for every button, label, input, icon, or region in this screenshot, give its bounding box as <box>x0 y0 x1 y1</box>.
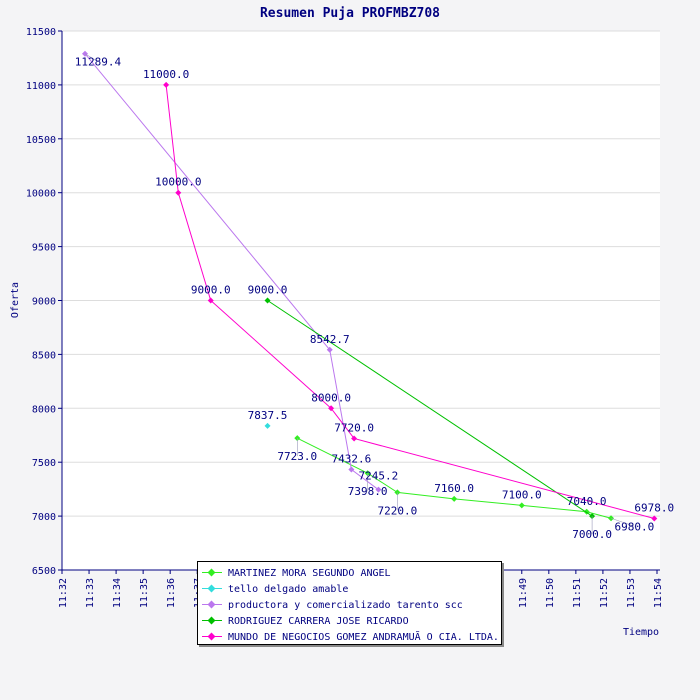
data-label: 7398.0 <box>348 485 388 498</box>
data-label: 7000.0 <box>572 528 612 541</box>
data-point <box>451 495 458 502</box>
y-tick-label: 9500 <box>32 243 56 254</box>
data-point <box>518 502 525 509</box>
data-point <box>651 515 658 522</box>
data-point <box>175 189 182 196</box>
legend-item: tello delgado amable <box>198 581 501 597</box>
legend-marker-icon <box>202 632 222 642</box>
data-label: 8000.0 <box>311 391 351 404</box>
data-label: 7837.5 <box>248 409 288 422</box>
legend-item: productora y comercializado tarento scc <box>198 597 501 613</box>
y-tick-label: 7000 <box>32 512 56 523</box>
legend-label: tello delgado amable <box>228 583 349 595</box>
x-tick-label: 11:51 <box>572 578 583 608</box>
chart-title: Resumen Puja PROFMBZ708 <box>260 6 440 21</box>
legend-item: RODRIGUEZ CARRERA JOSE RICARDO <box>198 613 501 629</box>
series-line <box>267 300 593 517</box>
data-label: 11000.0 <box>143 68 189 81</box>
data-point <box>583 508 590 515</box>
data-label: 7100.0 <box>502 488 542 501</box>
data-label: 9000.0 <box>248 284 288 297</box>
data-label: 7432.6 <box>332 452 372 465</box>
data-label: 7720.0 <box>334 421 374 434</box>
data-point <box>351 435 358 442</box>
y-tick-label: 9000 <box>32 297 56 308</box>
data-point <box>163 81 170 88</box>
data-point <box>328 405 335 412</box>
data-point <box>207 297 214 304</box>
y-axis-label: Oferta <box>10 282 21 318</box>
x-tick-label: 11:32 <box>58 578 69 608</box>
data-point <box>326 346 333 353</box>
data-point <box>348 466 355 473</box>
y-tick-label: 11500 <box>26 27 56 38</box>
y-tick-label: 10500 <box>26 135 56 146</box>
label-leader-line <box>84 53 99 62</box>
legend-marker-icon <box>202 616 222 626</box>
x-tick-label: 11:54 <box>653 578 664 608</box>
legend-marker-icon <box>202 584 222 594</box>
x-tick-label: 11:35 <box>139 578 150 608</box>
y-tick-label: 7500 <box>32 458 56 469</box>
legend-label: RODRIGUEZ CARRERA JOSE RICARDO <box>228 615 409 627</box>
data-label: 7220.0 <box>377 504 417 517</box>
x-tick-label: 11:33 <box>85 578 96 608</box>
legend-item: MUNDO DE NEGOCIOS GOMEZ ANDRAMUÃ O CIA. … <box>198 629 501 645</box>
data-label: 7245.2 <box>359 470 399 483</box>
data-label: 7160.0 <box>434 482 474 495</box>
data-label: 9000.0 <box>191 284 231 297</box>
x-tick-label: 11:52 <box>599 578 610 608</box>
legend-marker-icon <box>202 568 222 578</box>
x-tick-label: 11:53 <box>626 578 637 608</box>
x-axis-label: Tiempo <box>623 627 659 638</box>
legend-label: productora y comercializado tarento scc <box>228 599 463 611</box>
data-label: 8542.7 <box>310 333 350 346</box>
data-label: 10000.0 <box>155 176 201 189</box>
legend-marker-icon <box>202 600 222 610</box>
data-point <box>264 297 271 304</box>
x-tick-label: 11:36 <box>166 578 177 608</box>
y-tick-label: 10000 <box>26 189 56 200</box>
x-tick-label: 11:50 <box>545 578 556 608</box>
series-line <box>84 53 379 491</box>
label-leader-line <box>610 517 635 527</box>
y-tick-label: 8500 <box>32 350 56 361</box>
y-tick-label: 11000 <box>26 81 56 92</box>
y-tick-label: 8000 <box>32 404 56 415</box>
data-label: 6980.0 <box>615 520 655 533</box>
series-line <box>165 84 655 519</box>
legend-label: MARTINEZ MORA SEGUNDO ANGEL <box>228 567 391 579</box>
data-label: 6978.0 <box>634 501 674 514</box>
legend-item: MARTINEZ MORA SEGUNDO ANGEL <box>198 565 501 581</box>
data-label: 11289.4 <box>75 56 122 69</box>
x-tick-label: 11:34 <box>112 578 123 608</box>
legend: MARTINEZ MORA SEGUNDO ANGEL tello delgado… <box>197 561 502 645</box>
data-point <box>375 486 382 493</box>
y-tick-label: 6500 <box>32 566 56 577</box>
x-tick-label: 11:49 <box>518 578 529 608</box>
data-point <box>264 422 271 429</box>
data-label: 7723.0 <box>277 450 317 463</box>
data-label: 7040.0 <box>567 495 607 508</box>
legend-label: MUNDO DE NEGOCIOS GOMEZ ANDRAMUÃ O CIA. … <box>228 631 499 643</box>
